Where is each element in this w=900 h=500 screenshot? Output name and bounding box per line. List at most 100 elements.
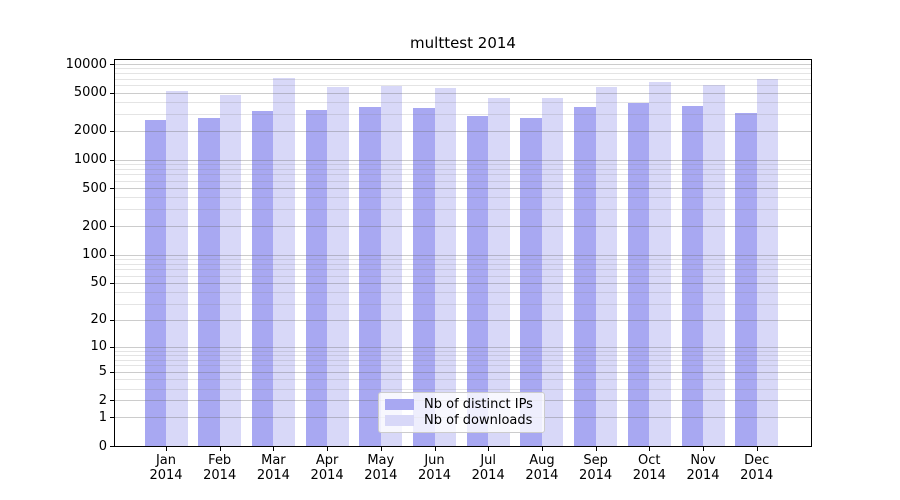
bar-downloads: [756, 78, 779, 446]
y-tick: [110, 417, 114, 419]
y-tick: [110, 92, 114, 94]
y-tick-label: 1: [98, 409, 107, 425]
bar-distinct-ips: [627, 103, 650, 446]
bar-distinct-ips: [466, 116, 489, 446]
gridline: [115, 269, 811, 271]
x-tick-label: Feb 2014: [203, 453, 237, 483]
gridline-major: [115, 159, 811, 161]
gridline: [115, 275, 811, 277]
bar-downloads: [434, 88, 456, 446]
gridline: [115, 350, 811, 352]
x-tick: [166, 447, 167, 451]
x-tick: [595, 447, 597, 451]
legend-label-distinct-ips: Nb of distinct IPs: [424, 396, 533, 412]
gridline: [115, 168, 811, 170]
bar-distinct-ips: [251, 111, 274, 446]
bar-distinct-ips: [574, 107, 596, 446]
x-tick: [327, 447, 329, 451]
bar-distinct-ips: [413, 107, 435, 446]
bar-downloads: [273, 78, 295, 446]
bar-downloads: [488, 97, 510, 446]
x-tick: [488, 447, 490, 451]
y-tick: [110, 188, 114, 190]
gridline: [115, 365, 811, 367]
gridline: [115, 359, 811, 361]
x-tick: [434, 447, 436, 451]
gridline-major: [115, 254, 811, 256]
gridline: [115, 68, 811, 70]
gridline: [115, 379, 811, 381]
gridline: [115, 303, 811, 305]
x-tick-label: Apr 2014: [310, 453, 344, 483]
x-tick-label: Jul 2014: [471, 453, 505, 483]
y-tick: [110, 159, 114, 161]
x-tick-label: May 2014: [364, 453, 398, 483]
x-tick-label: Jan 2014: [149, 453, 183, 483]
y-tick: [110, 371, 114, 373]
gridline-major: [115, 282, 811, 284]
y-tick: [110, 346, 114, 348]
y-tick: [110, 319, 114, 321]
bar-distinct-ips: [681, 106, 703, 446]
y-tick-label: 5000: [73, 85, 107, 101]
x-tick: [649, 447, 651, 451]
x-tick-label: Aug 2014: [525, 453, 559, 483]
bar-distinct-ips: [144, 119, 166, 446]
y-tick-label: 100: [82, 247, 107, 263]
legend-entry-distinct-ips: Nb of distinct IPs: [385, 397, 538, 412]
gridline: [115, 102, 811, 103]
y-tick: [110, 400, 114, 402]
gridline: [115, 174, 811, 176]
bar-distinct-ips: [198, 117, 220, 446]
legend: Nb of distinct IPs Nb of downloads: [378, 392, 545, 433]
y-tick-label: 20: [90, 312, 107, 328]
bar-downloads: [541, 97, 564, 446]
x-tick: [703, 447, 704, 451]
gridline: [115, 263, 811, 265]
gridline: [115, 354, 811, 356]
bar-distinct-ips: [520, 117, 542, 446]
gridline: [115, 73, 811, 75]
y-tick-label: 0: [98, 438, 107, 454]
gridline: [115, 388, 811, 390]
gridline-major: [115, 64, 811, 65]
bar-downloads: [166, 91, 188, 446]
x-tick-label: Mar 2014: [256, 453, 290, 483]
x-tick-label: Jun 2014: [417, 453, 452, 483]
gridline-major: [115, 130, 811, 132]
gridline: [115, 113, 811, 115]
y-tick-label: 200: [82, 218, 107, 234]
x-tick-label: Sep 2014: [579, 453, 613, 483]
gridline-major: [115, 319, 811, 321]
y-tick-label: 2000: [73, 123, 107, 139]
gridline: [115, 209, 811, 211]
legend-swatch-distinct-ips: [385, 398, 414, 410]
x-tick: [273, 447, 275, 451]
gridline: [115, 197, 811, 199]
gridline-major: [115, 371, 811, 373]
gridline: [115, 180, 811, 182]
gridline: [115, 163, 811, 165]
bar-downloads: [219, 95, 242, 446]
y-tick-label: 1000: [73, 152, 107, 167]
y-tick: [110, 282, 114, 284]
y-tick-label: 10: [90, 339, 107, 354]
y-tick: [110, 446, 114, 447]
y-tick: [110, 254, 114, 256]
gridline: [115, 292, 811, 293]
y-tick: [110, 130, 114, 132]
x-tick: [219, 447, 221, 451]
y-tick-label: 500: [82, 180, 107, 196]
bar-distinct-ips: [359, 106, 381, 446]
gridline-major: [115, 188, 811, 190]
bar-downloads: [703, 84, 725, 446]
bar-distinct-ips: [305, 110, 328, 446]
bar-downloads: [327, 87, 349, 446]
gridline-major: [115, 226, 811, 227]
gridline: [115, 85, 811, 87]
bar-downloads: [380, 85, 403, 446]
gridline-major: [115, 92, 811, 94]
x-tick-label: Dec 2014: [740, 453, 774, 483]
x-tick: [756, 447, 758, 451]
